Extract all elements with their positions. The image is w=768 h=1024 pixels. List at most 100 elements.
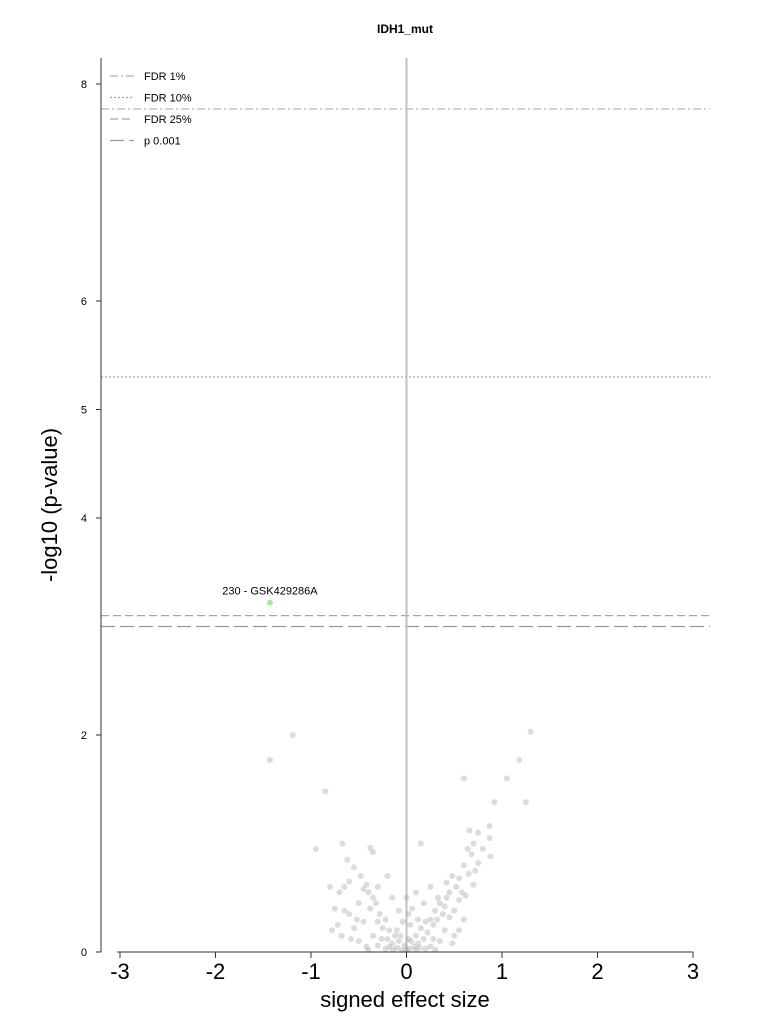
y-tick-label: 5 (81, 405, 87, 417)
data-point (367, 905, 374, 912)
y-tick-label: 8 (81, 79, 87, 91)
x-ticks: -3 -2 -1 0 1 2 3 (110, 952, 699, 984)
data-point (466, 827, 473, 834)
data-point (392, 932, 399, 939)
data-point (414, 940, 421, 947)
data-point (384, 873, 391, 880)
legend-label: FDR 10% (144, 93, 192, 105)
data-point (341, 883, 348, 890)
x-tick-label: 3 (687, 959, 699, 984)
data-point (348, 935, 355, 942)
data-point (470, 881, 477, 888)
data-point (355, 900, 362, 907)
data-point (399, 918, 406, 925)
data-point (458, 889, 465, 896)
data-point (374, 918, 381, 925)
data-point (451, 932, 458, 939)
data-point (420, 935, 427, 942)
data-point (516, 756, 523, 763)
data-point (374, 942, 381, 949)
data-point (395, 907, 402, 914)
data-point (331, 905, 338, 912)
data-point (329, 927, 336, 934)
data-point (372, 900, 379, 907)
data-point (465, 870, 472, 877)
data-point (434, 916, 441, 923)
y-tick-label: 0 (81, 947, 87, 959)
data-point (456, 927, 463, 934)
data-point (427, 883, 434, 890)
data-point (414, 916, 421, 923)
data-point (462, 892, 469, 899)
legend-label: p 0.001 (144, 136, 181, 148)
data-point (453, 883, 460, 890)
data-point (446, 889, 453, 896)
data-point (432, 946, 439, 953)
data-point (436, 900, 443, 907)
data-point (475, 829, 482, 836)
x-tick-label: -3 (110, 959, 130, 984)
data-point (365, 946, 372, 953)
data-point (411, 943, 418, 950)
data-point (344, 856, 351, 863)
legend-label: FDR 25% (144, 114, 192, 126)
data-point (355, 938, 362, 945)
x-tick-label: 2 (591, 959, 603, 984)
data-point (486, 823, 493, 830)
data-point (413, 946, 420, 953)
data-point (417, 840, 424, 847)
data-point (416, 944, 423, 951)
data-point (449, 940, 456, 947)
data-point (338, 932, 345, 939)
data-point (403, 894, 410, 901)
data-point (403, 946, 410, 953)
data-point (479, 845, 486, 852)
data-point (266, 756, 273, 763)
data-point (346, 878, 353, 885)
data-point (312, 845, 319, 852)
data-point (407, 921, 414, 928)
data-point (350, 925, 357, 932)
data-point (405, 911, 412, 918)
x-axis-label: signed effect size (320, 987, 490, 1012)
data-point (443, 879, 450, 886)
data-point (451, 907, 458, 914)
y-tick-label: 6 (81, 296, 87, 308)
data-point (350, 864, 357, 871)
data-point (365, 889, 372, 896)
data-point (378, 935, 385, 942)
data-point (382, 945, 389, 952)
data-point (475, 860, 482, 867)
data-point (289, 732, 296, 738)
y-axis-label: -log10 (p-value) (37, 428, 62, 582)
highlight-point (266, 599, 273, 606)
data-point (405, 935, 412, 942)
data-point (386, 943, 393, 950)
data-point (441, 903, 448, 910)
data-point (336, 889, 343, 896)
data-point (334, 921, 341, 928)
y-tick-label: 2 (81, 730, 87, 742)
data-point (395, 938, 402, 945)
chart-title: IDH1_mut (377, 22, 433, 36)
data-point (370, 932, 377, 939)
data-point (322, 788, 329, 795)
data-point (436, 938, 443, 945)
data-point (393, 944, 400, 951)
data-point (470, 840, 477, 847)
x-tick-label: 1 (496, 959, 508, 984)
data-point (422, 945, 429, 952)
data-point (435, 894, 442, 901)
data-point (379, 925, 386, 932)
data-point (427, 943, 434, 950)
data-point (460, 862, 467, 869)
data-point (456, 875, 463, 882)
data-point (472, 867, 479, 874)
data-point (439, 911, 446, 918)
data-point (486, 835, 493, 842)
data-point (389, 894, 396, 901)
data-point (409, 905, 416, 912)
x-tick-label: -1 (301, 959, 321, 984)
highlight-layer: 230 - GSK429286A (222, 586, 318, 606)
data-points (266, 728, 534, 953)
